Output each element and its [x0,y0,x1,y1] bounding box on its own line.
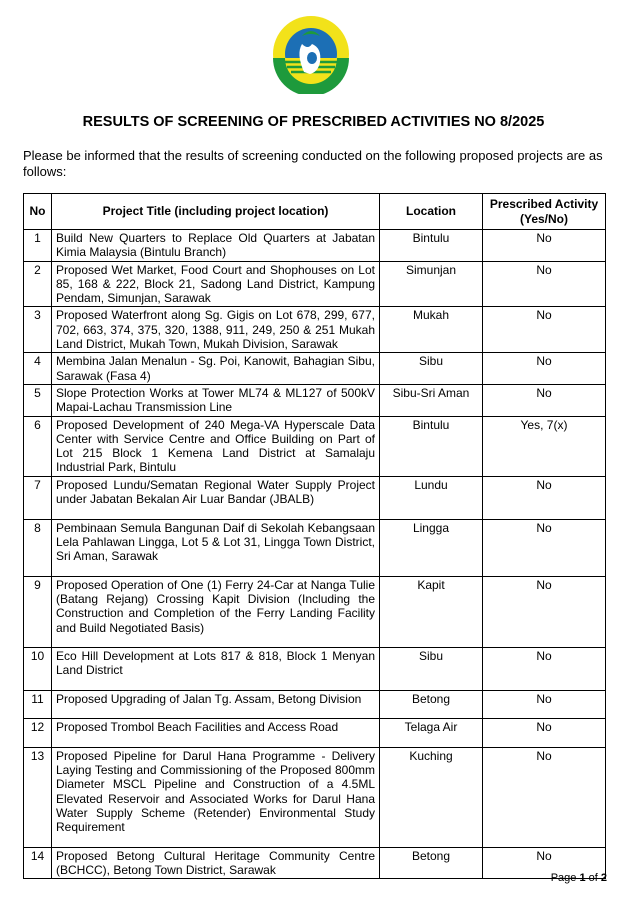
prescribed-activity: Yes, 7(x) [482,415,606,477]
location: Simunjan [379,260,483,308]
row-number: 11 [23,689,52,719]
row-number: 7 [23,475,52,520]
table-row: 5 Slope Protection Works at Tower ML74 & … [23,383,606,417]
project-title: Proposed Pipeline for Darul Hana Program… [51,746,380,848]
prescribed-activity: No [482,306,606,354]
prescribed-activity: No [482,646,606,691]
project-title: Proposed Lundu/Sematan Regional Water Su… [51,475,380,520]
prescribed-activity: No [482,475,606,520]
header-no: No [23,193,52,230]
page-label: Page [550,872,580,884]
row-number: 9 [23,575,52,648]
location: Lingga [379,518,483,577]
header-project-title: Project Title (including project locatio… [51,193,380,230]
header-prescribed-activity: Prescribed Activity (Yes/No) [482,193,606,230]
agency-logo [266,14,356,96]
location: Lundu [379,475,483,520]
table-row: 11 Proposed Upgrading of Jalan Tg. Assam,… [23,689,606,719]
project-title: Proposed Operation of One (1) Ferry 24-C… [51,575,380,648]
row-number: 1 [23,229,52,262]
screening-results-table: No Project Title (including project loca… [23,193,606,880]
row-number: 3 [23,306,52,354]
prescribed-activity: No [482,746,606,848]
table-row: 10 Eco Hill Development at Lots 817 & 818… [23,646,606,691]
row-number: 8 [23,518,52,577]
project-title: Pembinaan Semula Bangunan Daif di Sekola… [51,518,380,577]
row-number: 14 [23,846,52,880]
table-header-row: No Project Title (including project loca… [23,193,606,230]
project-title: Slope Protection Works at Tower ML74 & M… [51,383,380,417]
prescribed-activity: No [482,717,606,748]
location: Bintulu [379,229,483,262]
total-pages: 2 [600,872,607,884]
prescribed-activity: No [482,689,606,719]
table-row: 1 Build New Quarters to Replace Old Quart… [23,229,606,262]
location: Sibu [379,646,483,691]
row-number: 13 [23,746,52,848]
prescribed-activity: No [482,383,606,417]
table-row: 14 Proposed Betong Cultural Heritage Comm… [23,846,606,880]
prescribed-activity: No [482,352,606,385]
project-title: Membina Jalan Menalun - Sg. Poi, Kanowit… [51,352,380,385]
table-row: 3 Proposed Waterfront along Sg. Gigis on … [23,306,606,354]
prescribed-activity: No [482,575,606,648]
row-number: 2 [23,260,52,308]
location: Betong [379,689,483,719]
project-title: Eco Hill Development at Lots 817 & 818, … [51,646,380,691]
project-title: Proposed Upgrading of Jalan Tg. Assam, B… [51,689,380,719]
row-number: 10 [23,646,52,691]
table-row: 7 Proposed Lundu/Sematan Regional Water S… [23,475,606,520]
location: Sibu [379,352,483,385]
project-title: Proposed Trombol Beach Facilities and Ac… [51,717,380,748]
location: Bintulu [379,415,483,477]
location: Kuching [379,746,483,848]
table-row: 9 Proposed Operation of One (1) Ferry 24-… [23,575,606,648]
location: Telaga Air [379,717,483,748]
project-title: Proposed Waterfront along Sg. Gigis on L… [51,306,380,354]
location: Mukah [379,306,483,354]
project-title: Proposed Betong Cultural Heritage Commun… [51,846,380,880]
prescribed-activity: No [482,229,606,262]
project-title: Proposed Wet Market, Food Court and Shop… [51,260,380,308]
row-number: 6 [23,415,52,477]
project-title: Proposed Development of 240 Mega-VA Hype… [51,415,380,477]
prescribed-activity: No [482,518,606,577]
table-row: 13 Proposed Pipeline for Darul Hana Progr… [23,746,606,848]
location: Betong [379,846,483,880]
table-row: 6 Proposed Development of 240 Mega-VA Hyp… [23,415,606,477]
row-number: 5 [23,383,52,417]
location: Sibu-Sri Aman [379,383,483,417]
table-row: 2 Proposed Wet Market, Food Court and Sho… [23,260,606,308]
page-indicator: Page 1 of 2 [551,872,607,884]
header-location: Location [379,193,483,230]
row-number: 12 [23,717,52,748]
table-row: 12 Proposed Trombol Beach Facilities and … [23,717,606,748]
of-label: of [585,872,601,884]
project-title: Build New Quarters to Replace Old Quarte… [51,229,380,262]
prescribed-activity: No [482,846,606,880]
table-row: 4 Membina Jalan Menalun - Sg. Poi, Kanowi… [23,352,606,385]
row-number: 4 [23,352,52,385]
current-page: 1 [579,872,586,884]
table-row: 8 Pembinaan Semula Bangunan Daif di Sekol… [23,518,606,577]
document-title: RESULTS OF SCREENING OF PRESCRIBED ACTIV… [82,114,545,130]
prescribed-activity: No [482,260,606,308]
intro-text: Please be informed that the results of s… [23,148,603,179]
location: Kapit [379,575,483,648]
